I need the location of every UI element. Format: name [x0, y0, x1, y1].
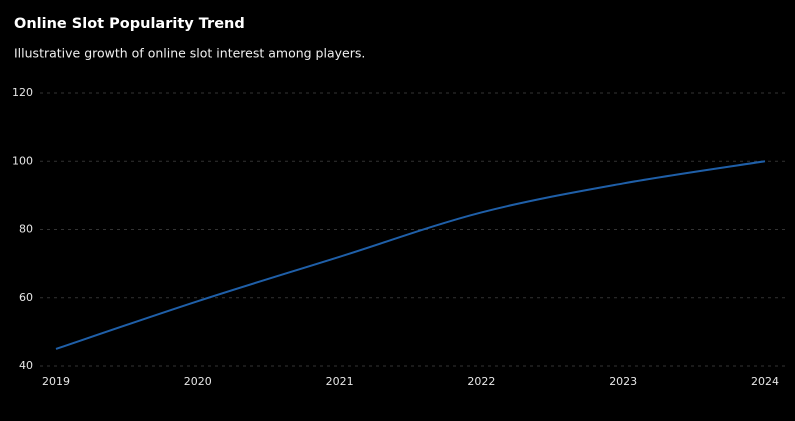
x-tick-label: 2022	[467, 375, 495, 388]
chart-subtitle: Illustrative growth of online slot inter…	[14, 46, 365, 61]
y-tick-label: 40	[19, 359, 33, 372]
plot-area: 40 60 80 100 120 2019 2020 2021 2022 2023 2024	[12, 86, 785, 388]
y-tick-label: 100	[12, 154, 33, 167]
x-tick-label: 2024	[751, 375, 779, 388]
y-tick-label: 60	[19, 291, 33, 304]
chart-title: Online Slot Popularity Trend	[14, 16, 245, 32]
x-tick-label: 2023	[609, 375, 637, 388]
line-series	[55, 160, 766, 350]
x-tick-label: 2019	[42, 375, 70, 388]
y-tick-label: 120	[12, 86, 33, 99]
x-tick-label: 2020	[184, 375, 212, 388]
y-tick-label: 80	[19, 223, 33, 236]
x-tick-label: 2021	[326, 375, 354, 388]
